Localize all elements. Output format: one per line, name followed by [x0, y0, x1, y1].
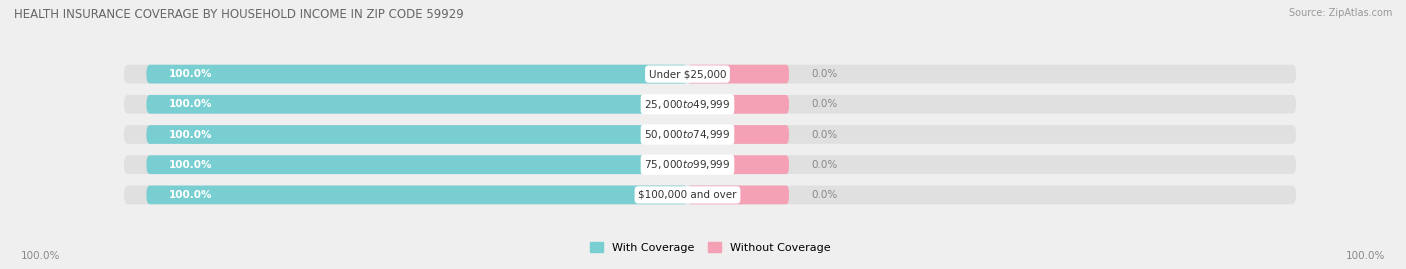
Text: 0.0%: 0.0%: [811, 69, 838, 79]
Text: 0.0%: 0.0%: [811, 160, 838, 170]
Text: 0.0%: 0.0%: [811, 190, 838, 200]
FancyBboxPatch shape: [688, 155, 789, 174]
Text: $100,000 and over: $100,000 and over: [638, 190, 737, 200]
Text: 100.0%: 100.0%: [21, 251, 60, 261]
FancyBboxPatch shape: [688, 95, 789, 114]
Text: 100.0%: 100.0%: [169, 190, 212, 200]
Text: Under $25,000: Under $25,000: [648, 69, 727, 79]
Text: 0.0%: 0.0%: [811, 99, 838, 109]
FancyBboxPatch shape: [146, 95, 688, 114]
Text: 100.0%: 100.0%: [1346, 251, 1385, 261]
Text: 100.0%: 100.0%: [169, 69, 212, 79]
Text: 0.0%: 0.0%: [811, 129, 838, 140]
FancyBboxPatch shape: [124, 125, 1296, 144]
FancyBboxPatch shape: [146, 155, 688, 174]
Text: $50,000 to $74,999: $50,000 to $74,999: [644, 128, 731, 141]
Text: $25,000 to $49,999: $25,000 to $49,999: [644, 98, 731, 111]
FancyBboxPatch shape: [688, 186, 789, 204]
Text: 100.0%: 100.0%: [169, 99, 212, 109]
FancyBboxPatch shape: [124, 155, 1296, 174]
FancyBboxPatch shape: [124, 95, 1296, 114]
FancyBboxPatch shape: [124, 186, 1296, 204]
Legend: With Coverage, Without Coverage: With Coverage, Without Coverage: [589, 242, 831, 253]
Text: 100.0%: 100.0%: [169, 129, 212, 140]
FancyBboxPatch shape: [688, 65, 789, 83]
Text: 100.0%: 100.0%: [169, 160, 212, 170]
FancyBboxPatch shape: [146, 186, 688, 204]
FancyBboxPatch shape: [688, 125, 789, 144]
Text: HEALTH INSURANCE COVERAGE BY HOUSEHOLD INCOME IN ZIP CODE 59929: HEALTH INSURANCE COVERAGE BY HOUSEHOLD I…: [14, 8, 464, 21]
FancyBboxPatch shape: [146, 65, 688, 83]
FancyBboxPatch shape: [124, 65, 1296, 83]
FancyBboxPatch shape: [146, 125, 688, 144]
Text: $75,000 to $99,999: $75,000 to $99,999: [644, 158, 731, 171]
Text: Source: ZipAtlas.com: Source: ZipAtlas.com: [1288, 8, 1392, 18]
